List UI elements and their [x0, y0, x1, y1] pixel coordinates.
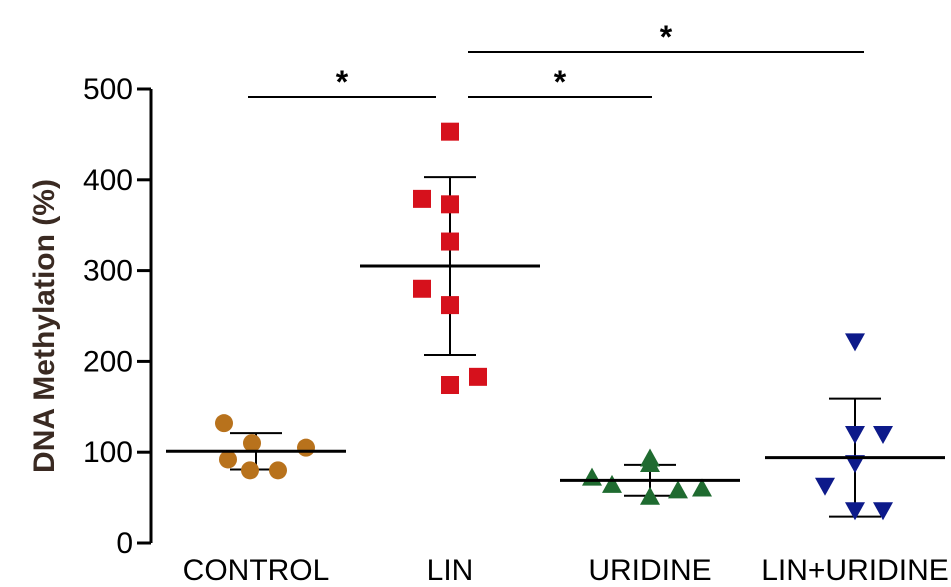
data-point — [269, 461, 287, 480]
data-point — [441, 195, 459, 214]
data-point — [582, 467, 602, 486]
data-point — [297, 438, 315, 457]
data-point — [815, 477, 835, 496]
data-point — [640, 454, 660, 473]
data-point — [441, 376, 459, 395]
data-point — [640, 486, 660, 505]
data-point — [845, 426, 865, 445]
data-point — [219, 450, 237, 469]
significance-label: * — [660, 19, 673, 55]
data-point — [413, 189, 431, 208]
significance-label: * — [336, 64, 349, 100]
y-tick-label: 400 — [83, 164, 133, 197]
data-point — [441, 232, 459, 251]
data-point — [441, 296, 459, 315]
x-tick-label: URIDINE — [588, 554, 711, 587]
y-tick-label: 500 — [83, 73, 133, 106]
data-point — [845, 502, 865, 521]
data-point — [692, 478, 712, 497]
x-tick-label: LIN+URIDINE — [761, 554, 949, 587]
y-tick-label: 200 — [83, 345, 133, 378]
data-point — [241, 461, 259, 480]
y-axis-label: DNA Methylation (%) — [28, 179, 61, 473]
y-tick-label: 100 — [83, 436, 133, 469]
data-point — [873, 502, 893, 521]
y-tick-label: 0 — [116, 527, 133, 560]
data-point — [845, 333, 865, 352]
x-tick-label: CONTROL — [183, 554, 330, 587]
data-point — [602, 474, 622, 493]
significance-label: * — [554, 64, 567, 100]
data-point — [413, 279, 431, 298]
data-point — [243, 434, 261, 453]
y-tick-label: 300 — [83, 255, 133, 288]
x-tick-label: LIN — [427, 554, 474, 587]
data-point — [668, 480, 688, 499]
data-point — [215, 414, 233, 433]
data-point — [441, 122, 459, 141]
data-point — [873, 426, 893, 445]
data-point — [469, 367, 487, 386]
data-point — [845, 455, 865, 474]
